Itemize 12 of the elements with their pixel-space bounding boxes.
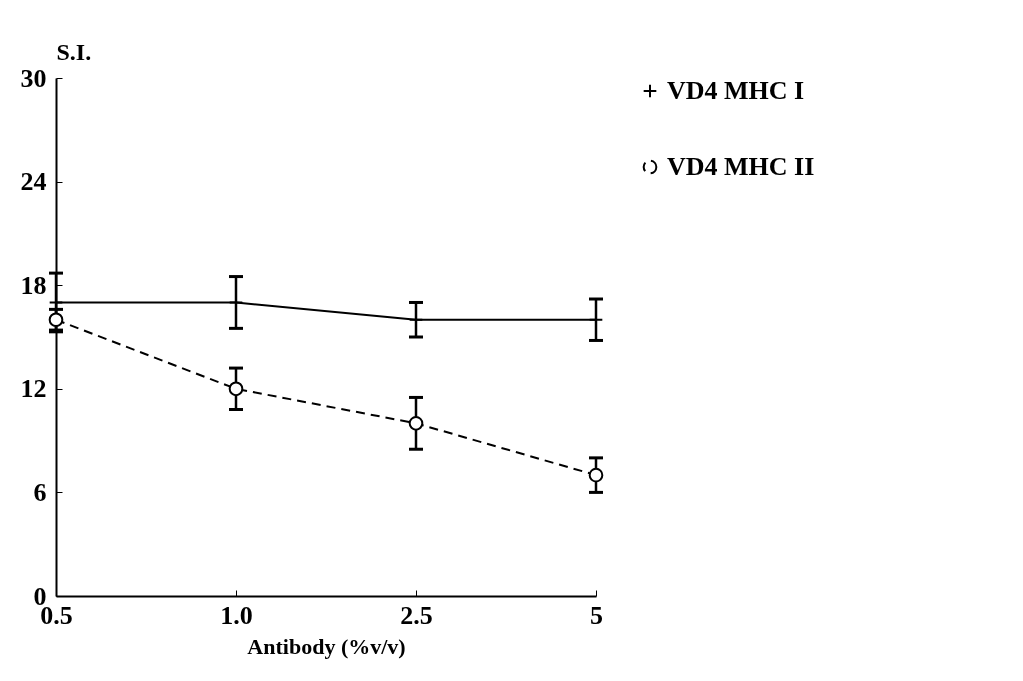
- x-axis-title: Antibody (%v/v): [247, 633, 406, 659]
- x-tick-label: 5: [590, 600, 603, 630]
- legend-label: VD4 MHC II: [667, 152, 815, 181]
- y-axis-title: S.I.: [56, 38, 92, 65]
- y-tick-label: 6: [33, 477, 47, 507]
- x-tick-label: 1.0: [220, 600, 253, 630]
- y-tick-label: 12: [20, 374, 47, 404]
- y-tick-label: 18: [20, 270, 47, 300]
- legend-label: VD4 MHC I: [667, 76, 805, 105]
- y-tick-label: 24: [20, 167, 47, 197]
- y-tick-label: 30: [20, 63, 47, 93]
- x-tick-label: 2.5: [400, 600, 433, 630]
